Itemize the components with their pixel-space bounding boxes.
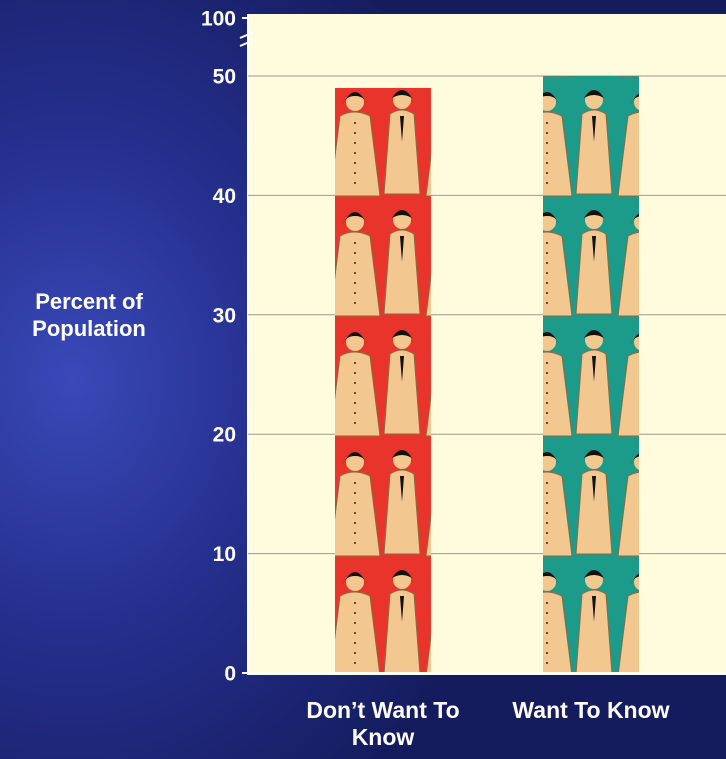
plot-area: [248, 14, 726, 675]
x-tick-label: Don’t Want To Know: [306, 697, 460, 750]
y-tick-label: 50: [213, 66, 236, 89]
y-tick-label: 40: [213, 185, 236, 208]
y-tick-label: 0: [224, 663, 236, 686]
y-axis-label: Percent of Population: [32, 289, 146, 341]
y-tick-label: 100: [201, 8, 236, 31]
bar-figures: [335, 87, 431, 673]
y-tick-label: 10: [213, 543, 236, 566]
x-tick-label: Want To Know: [512, 697, 670, 723]
bar-figures: [543, 76, 639, 673]
y-tick-label: 20: [213, 424, 236, 447]
y-tick-label: 30: [213, 304, 236, 327]
